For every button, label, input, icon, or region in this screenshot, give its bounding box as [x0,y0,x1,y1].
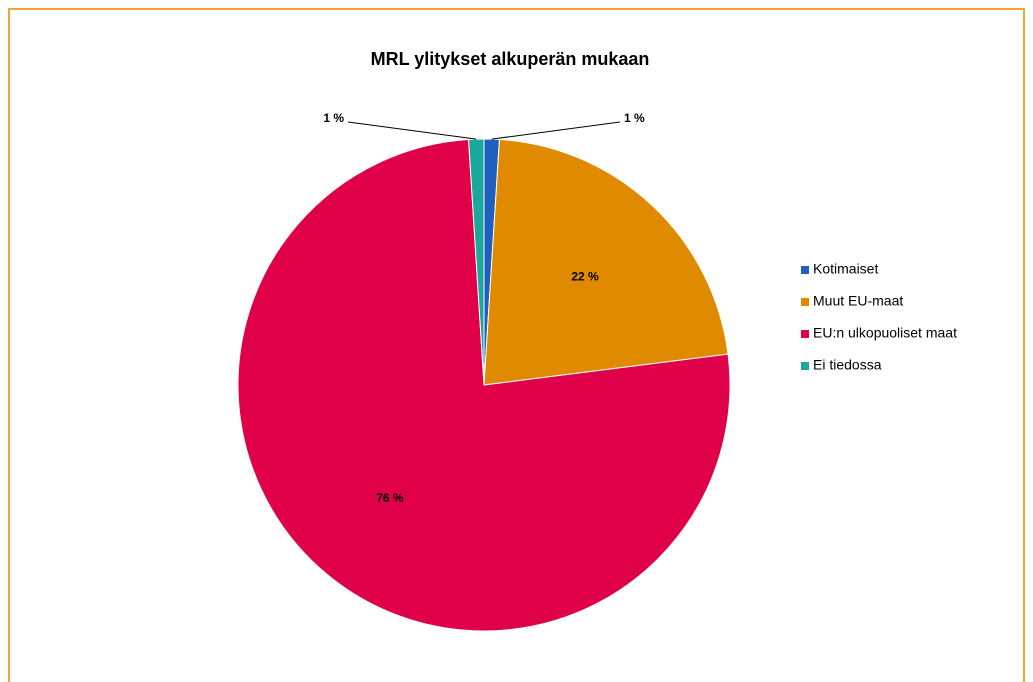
pie-slice [483,138,729,386]
legend-swatch [801,330,809,338]
data-label: 76 % [376,491,404,505]
leader-line [347,121,477,140]
legend-label: Muut EU-maat [813,293,903,309]
leader-line [491,121,621,140]
pie-slice [468,138,485,386]
legend-swatch [801,298,809,306]
legend-label: Ei tiedossa [813,357,882,373]
legend-swatch [801,266,809,274]
pie-slice [237,138,731,632]
legend-swatch [801,362,809,370]
chart-border [8,8,1025,682]
legend-label: Kotimaiset [813,261,878,277]
chart-title: MRL ylitykset alkuperän mukaan [371,49,650,69]
data-label: 22 % [571,270,599,284]
data-label: 1 % [624,111,645,125]
data-label: 1 % [323,111,344,125]
legend-label: EU:n ulkopuoliset maat [813,325,957,341]
